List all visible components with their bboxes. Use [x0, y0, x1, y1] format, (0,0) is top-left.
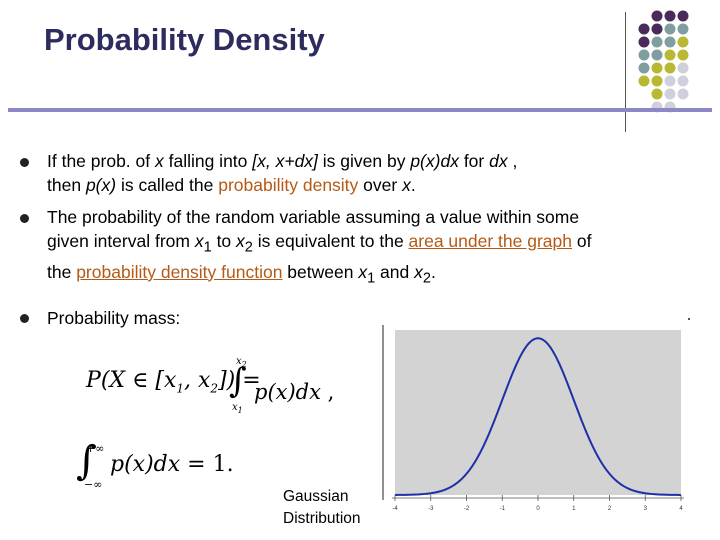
decor-dot: [664, 49, 676, 61]
decor-dot: [651, 62, 663, 74]
x-tick-label: 2: [608, 506, 612, 512]
integral-sign: ∫: [229, 361, 247, 401]
term-probability-density: probability density: [218, 175, 359, 195]
decor-dot: [651, 88, 663, 100]
decor-dot: [664, 23, 676, 35]
link-probability-density-function: probability density function: [76, 261, 283, 282]
formula-normalization: p(x)dx = 1.: [110, 452, 234, 477]
decor-dot: [651, 36, 663, 48]
bullet-2-text: The probability of the random variable a…: [47, 207, 592, 286]
title-divider: [8, 108, 712, 112]
decor-dot: [651, 49, 663, 61]
decor-dot: [677, 23, 689, 35]
gaussian-curve: [394, 337, 682, 496]
decor-dot: [677, 49, 689, 61]
plot-area: [395, 330, 681, 495]
chart-caption: Gaussian Distribution: [283, 488, 361, 527]
integral-upper-limit: +∞: [86, 442, 105, 455]
decor-dot: [664, 88, 676, 100]
decor-dot: [677, 88, 689, 100]
bullet-3-text: Probability mass:: [47, 308, 181, 328]
decor-dot: [638, 62, 650, 74]
decor-dot: [664, 75, 676, 87]
decor-dot: [638, 36, 650, 48]
decor-dot: [651, 75, 663, 87]
decor-dot: [664, 10, 676, 22]
title-vertical-divider: [625, 12, 626, 132]
x-tick-label: 0: [536, 506, 540, 512]
x-axis-ticks: -4 -3 -2 -1 0 1 2 3 4: [392, 495, 683, 512]
gaussian-chart: -4 -3 -2 -1 0 1 2 3 4: [382, 325, 684, 512]
decor-dot: [677, 62, 689, 74]
decor-dot: [664, 62, 676, 74]
decor-dot: [651, 10, 663, 22]
decor-dot: [638, 49, 650, 61]
decor-dot: [677, 10, 689, 22]
x-tick-label: 4: [679, 506, 683, 512]
integral-lower-limit: x1: [232, 402, 243, 415]
x-tick-label: -1: [500, 506, 506, 512]
decor-dot: [664, 36, 676, 48]
bullet-marker: [20, 214, 29, 223]
decor-dot: [651, 23, 663, 35]
bullet-1-text: If the prob. of x falling into [x, x+dx]…: [47, 151, 518, 195]
bullet-marker: [20, 314, 29, 323]
integral-lower-limit: −∞: [84, 478, 103, 491]
decor-dot: [677, 75, 689, 87]
formula-probability-interval: P(X ∈ [x1, x2]) =: [86, 368, 261, 396]
decor-dot: [677, 36, 689, 48]
slide-title: Probability Density: [44, 22, 325, 57]
link-area-under-graph: area under the graph: [408, 231, 573, 251]
x-tick-label: 3: [644, 506, 648, 512]
formula-integrand: p(x)dx ,: [254, 380, 335, 404]
bullet-marker: [20, 158, 29, 167]
x-tick-label: -3: [428, 506, 434, 512]
decorative-dot-grid: [638, 10, 689, 113]
chart-corner-mark: [688, 318, 690, 320]
decor-dot: [638, 23, 650, 35]
x-tick-label: -4: [392, 506, 398, 512]
integral-sign: ∫: [76, 438, 97, 484]
x-tick-label: 1: [572, 506, 576, 512]
integral-upper-limit: x2: [236, 356, 247, 369]
decor-dot: [638, 75, 650, 87]
x-tick-label: -2: [464, 506, 470, 512]
